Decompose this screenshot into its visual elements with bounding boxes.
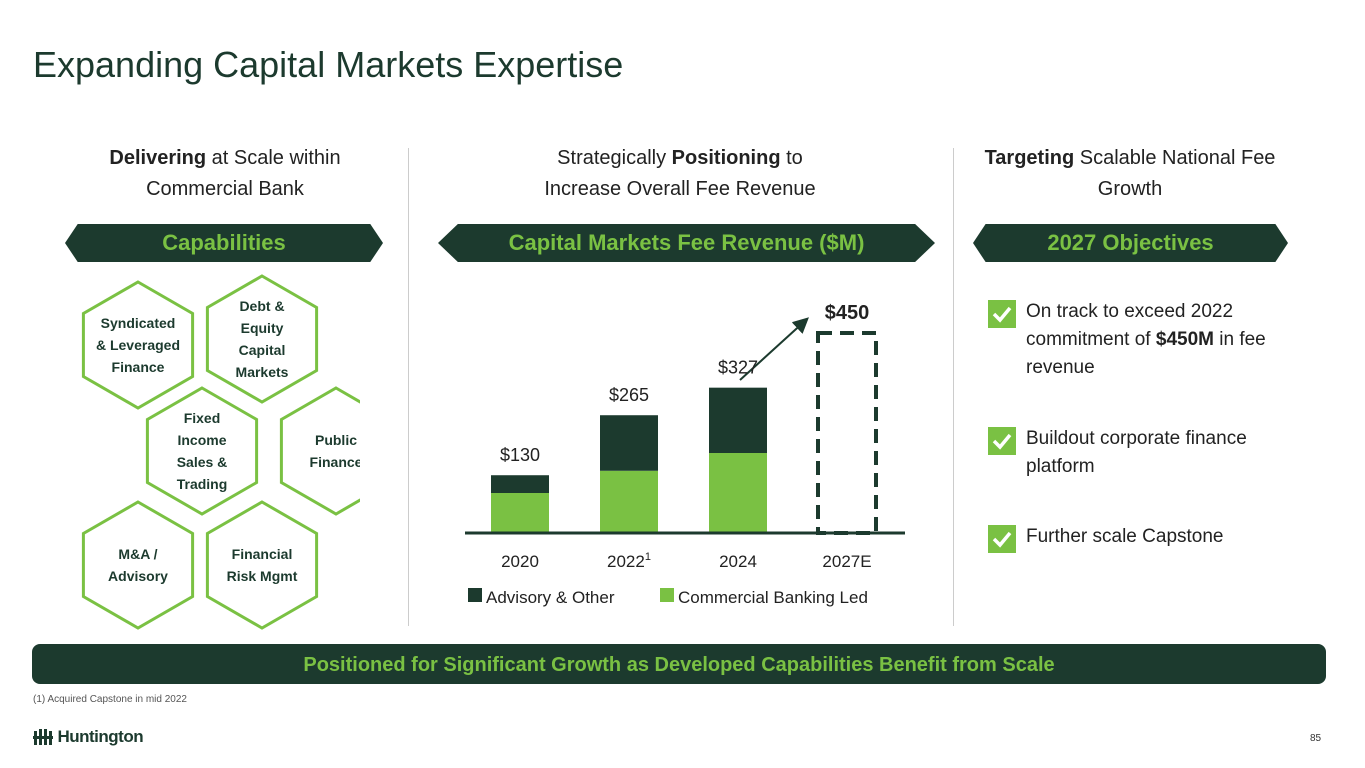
text-part: Strategically <box>557 147 672 169</box>
checkbox <box>988 300 1016 328</box>
bar-segment <box>491 493 549 533</box>
footnote: (1) Acquired Capstone in mid 2022 <box>33 694 187 705</box>
total-label: $265 <box>609 385 649 405</box>
bar-segment <box>709 387 767 453</box>
ribbon: Capabilities <box>65 224 383 262</box>
total-label: $327 <box>718 358 758 378</box>
target-box <box>816 331 878 535</box>
category: 2024 <box>719 552 757 571</box>
bar-segment <box>600 415 658 471</box>
hexagon <box>145 386 259 516</box>
text-part: in fee revenue <box>1026 329 1266 378</box>
category: 2020 <box>501 552 539 571</box>
checkbox <box>988 525 1016 553</box>
logo-icon <box>33 729 53 745</box>
divider <box>408 148 409 626</box>
text-part: Further scale Capstone <box>1026 526 1224 547</box>
arrow <box>739 317 809 381</box>
capability-label: M&A / Advisory <box>108 546 168 584</box>
footnote-marker: 1 <box>645 551 651 563</box>
bar-segment <box>600 470 658 533</box>
category: 2027E <box>822 552 871 571</box>
legend-label: Commercial Banking Led <box>678 588 868 607</box>
column-heading: Delivering at Scale within Commercial Ba… <box>65 143 385 205</box>
text-part: Positioning <box>671 147 781 169</box>
capabilities: Syndicated & Leveraged Finance Debt & Equity… <box>81 274 360 630</box>
bar-segment <box>491 475 549 493</box>
capability-label: Financial Risk Mgmt <box>227 546 298 584</box>
page-number: 85 <box>1310 733 1322 744</box>
chart: $130 2020 $265 20221 $327 2024 $450 2027E Adviso… <box>465 302 905 607</box>
text-part: at Scale within Commercial Bank <box>146 147 341 200</box>
logo-text: Huntington <box>57 727 144 746</box>
text-part: to Increase Overall Fee Revenue <box>544 147 816 200</box>
hexagon <box>279 386 360 516</box>
capability-label: Debt & Equity Capital Markets <box>236 298 289 380</box>
objective: On track to exceed 2022 commitment of $4… <box>1026 298 1286 382</box>
legend-swatch <box>468 588 482 602</box>
bar-segment <box>709 453 767 533</box>
capability-label: Syndicated & Leveraged Finance <box>96 315 180 375</box>
logo: Huntington <box>33 727 144 749</box>
ribbon: 2027 Objectives <box>973 224 1288 262</box>
legend-label: Advisory & Other <box>486 588 615 607</box>
text-part: Delivering <box>109 147 207 169</box>
x-tick-label: 2020 <box>501 552 539 571</box>
total-label: $450 <box>825 302 870 324</box>
category: 2022 <box>607 552 645 571</box>
total-label: $130 <box>500 445 540 465</box>
ribbon: Capital Markets Fee Revenue ($M) <box>438 224 935 262</box>
hexagon <box>81 280 195 410</box>
x-tick-label: 2027E <box>822 552 871 571</box>
capability-label: Fixed Income Sales & Trading <box>177 410 228 492</box>
text-part: Scalable National Fee Growth <box>1074 147 1276 200</box>
banner: Positioned for Significant Growth as Dev… <box>32 644 1326 684</box>
text-part: Buildout corporate finance platform <box>1026 428 1247 477</box>
checkbox <box>988 427 1016 455</box>
objective: Buildout corporate finance platform <box>1026 425 1286 481</box>
capability-label: Public Finance <box>310 432 360 470</box>
hexagon <box>205 274 319 404</box>
divider <box>953 148 954 626</box>
text-part: Targeting <box>984 147 1075 169</box>
title: Expanding Capital Markets Expertise <box>33 44 624 85</box>
legend-swatch <box>660 588 674 602</box>
hexagon <box>205 500 319 630</box>
x-tick-label: 20221 <box>607 551 651 571</box>
text-part: $450M <box>1155 329 1214 350</box>
text-part: On track to exceed 2022 commitment of <box>1026 301 1234 350</box>
column-heading: Targeting Scalable National Fee Growth <box>970 143 1290 205</box>
x-tick-label: 2024 <box>719 552 757 571</box>
hexagon <box>81 500 195 630</box>
column-heading: Strategically Positioning to Increase Ov… <box>520 143 840 205</box>
objective: Further scale Capstone <box>1026 523 1286 551</box>
